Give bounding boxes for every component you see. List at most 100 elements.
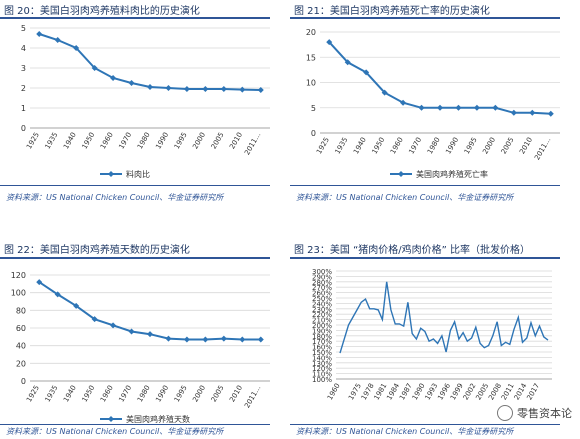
data-point (54, 291, 61, 298)
legend-marker (108, 416, 114, 422)
x-tick-label: 1980 (426, 136, 442, 155)
y-tick-label: 220% (312, 311, 332, 319)
source-rule (0, 185, 270, 186)
y-tick-label: 260% (312, 290, 332, 298)
title-rule (0, 17, 270, 19)
y-tick-label: 5 (21, 24, 26, 33)
x-tick-label: 2010 (228, 384, 244, 403)
legend-marker (398, 171, 404, 177)
source-note: 资料来源：US National Chicken Council、华金证券研究所 (6, 427, 224, 436)
y-tick-label: 280% (312, 279, 332, 287)
source-note: 资料来源：US National Chicken Council、华金证券研究所 (6, 193, 224, 202)
chart-mortality: 0 5 10 15 20 1925 1935 1940 1950 1960 1970 1980 1990… (306, 28, 560, 179)
y-tick-label: 140% (312, 354, 332, 362)
y-tick-label: 15 (306, 53, 316, 62)
x-tick-label: 1935 (334, 136, 350, 155)
y-tick-label: 270% (312, 284, 332, 292)
source-rule (290, 185, 560, 186)
y-tick-label: 0 (21, 377, 26, 386)
y-tick-label: 2 (21, 84, 26, 93)
source-note: 资料来源：US National Chicken Council、华金证券研究所 (296, 193, 514, 202)
x-tick-label: 1980 (136, 131, 152, 150)
data-point (110, 322, 117, 329)
x-tick-label: 1950 (371, 136, 387, 155)
data-point (220, 335, 227, 342)
x-tick-label: 1950 (81, 384, 97, 403)
data-point (36, 279, 43, 286)
data-point (73, 45, 80, 51)
x-tick-label: 1995 (463, 136, 479, 155)
panel-price-ratio: 图 23：美国 “猪肉价格/鸡肉价格” 比率（批发价格） 100% 110% 120… (290, 219, 580, 438)
x-tick-label: 2017 (525, 382, 541, 401)
data-point (110, 75, 117, 81)
x-tick-label: 1970 (117, 131, 133, 150)
chart-feed-ratio: 0 1 2 3 4 5 1925 1935 1940 1950 1960 1970 1980 1990 19… (21, 24, 270, 179)
wechat-icon (497, 405, 513, 421)
y-tick-label: 40 (16, 342, 26, 351)
y-tick-label: 100% (312, 376, 332, 384)
x-tick-label: 1940 (62, 131, 78, 150)
x-tick-label: 2010 (518, 136, 534, 155)
y-tick-label: 4 (21, 44, 26, 53)
data-point (73, 302, 80, 309)
data-point (400, 99, 407, 106)
y-tick-label: 120 (11, 271, 26, 280)
x-tick-label: 1970 (407, 136, 423, 155)
y-tick-label: 290% (312, 273, 332, 281)
y-tick-label: 20 (306, 28, 316, 37)
watermark-text: 零售资本论 (517, 407, 572, 420)
series-line (328, 41, 551, 115)
y-tick-label: 0 (311, 129, 316, 138)
y-tick-label: 80 (16, 306, 26, 315)
x-tick-label: 2011… (243, 384, 262, 410)
y-tick-label: 230% (312, 306, 332, 314)
y-tick-label: 150% (312, 349, 332, 357)
y-tick-label: 130% (312, 360, 332, 368)
x-tick-label: 1950 (81, 131, 97, 150)
panel-title: 图 20：美国白羽肉鸡养殖料肉比的历史演化 (4, 6, 200, 17)
chart-price-ratio: 100%110%120%130%140%150%160%170%180%190%… (312, 268, 552, 401)
data-point (492, 104, 499, 111)
data-point (363, 69, 370, 76)
data-point (455, 104, 462, 111)
data-point (257, 336, 264, 343)
data-point (202, 336, 209, 343)
data-point (128, 80, 135, 86)
source-note: 资料来源：US National Chicken Council、华金证券研究所 (296, 427, 514, 436)
x-tick-label: 1960 (389, 136, 405, 155)
y-tick-label: 180% (312, 333, 332, 341)
x-tick-label: 1940 (62, 384, 78, 403)
panel-mortality: 图 21：美国白羽肉鸡养殖死亡率的历史演化 0 5 10 15 20 1925 1935 19… (290, 0, 580, 219)
legend-label: 美国肉鸡养殖天数 (126, 414, 190, 424)
data-point (381, 89, 388, 96)
data-point (418, 104, 425, 111)
x-tick-label: 1980 (136, 384, 152, 403)
x-tick-label: 2000 (191, 384, 207, 403)
x-tick-label: 2010 (228, 131, 244, 150)
y-tick-label: 190% (312, 327, 332, 335)
y-tick-label: 100 (11, 289, 26, 298)
x-tick-label: 2011… (533, 136, 552, 162)
legend-marker (108, 171, 114, 177)
x-tick-label: 1990 (154, 131, 170, 150)
y-tick-label: 60 (16, 324, 26, 333)
x-tick-label: 2011… (243, 131, 262, 157)
data-point (529, 109, 536, 116)
watermark: 零售资本论 (497, 405, 572, 421)
data-point (183, 86, 190, 92)
y-tick-label: 160% (312, 344, 332, 352)
panel-title: 图 23：美国 “猪肉价格/鸡肉价格” 比率（批发价格） (294, 245, 530, 256)
series-line (339, 281, 549, 354)
y-tick-label: 1 (21, 104, 26, 113)
x-tick-label: 1925 (25, 384, 41, 403)
x-tick-label: 1960 (99, 384, 115, 403)
x-tick-label: 2000 (481, 136, 497, 155)
x-tick-label: 1995 (173, 384, 189, 403)
data-point (183, 336, 190, 343)
x-tick-label: 1935 (44, 384, 60, 403)
data-point (344, 59, 351, 66)
y-tick-label: 110% (312, 371, 332, 379)
y-tick-label: 250% (312, 295, 332, 303)
title-rule (290, 17, 560, 19)
y-tick-label: 10 (306, 79, 316, 88)
